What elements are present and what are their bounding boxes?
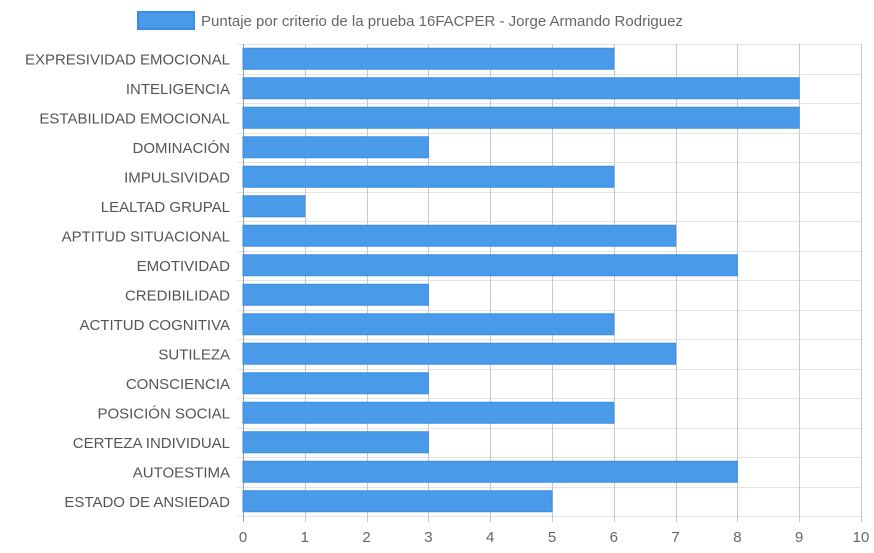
bar[interactable] (242, 490, 553, 513)
bar[interactable] (242, 460, 738, 483)
bar[interactable] (242, 254, 738, 277)
x-tick-label: 5 (548, 529, 556, 546)
category-label: INTELIGENCIA (126, 81, 230, 98)
legend[interactable]: Puntaje por criterio de la prueba 16FACP… (137, 11, 683, 30)
category-label: ESTABILIDAD EMOCIONAL (39, 110, 230, 127)
bar[interactable] (242, 165, 615, 188)
bar[interactable] (242, 372, 429, 395)
x-tick-label: 3 (424, 529, 432, 546)
bar[interactable] (242, 401, 615, 424)
x-tick-label: 8 (733, 529, 741, 546)
x-tick-label: 9 (795, 529, 803, 546)
category-label: EMOTIVIDAD (137, 258, 231, 275)
bar[interactable] (242, 77, 800, 100)
category-label: CERTEZA INDIVIDUAL (73, 435, 230, 452)
category-label: ACTITUD COGNITIVA (79, 317, 230, 334)
x-tick-label: 10 (853, 529, 870, 546)
bar[interactable] (242, 195, 306, 218)
category-label: POSICIÓN SOCIAL (97, 405, 230, 422)
x-tick-label: 2 (362, 529, 370, 546)
bar[interactable] (242, 431, 429, 454)
category-label: CREDIBILIDAD (125, 287, 230, 304)
x-tick-label: 1 (301, 529, 309, 546)
bar[interactable] (242, 224, 677, 247)
x-tick-label: 0 (239, 529, 247, 546)
bars (242, 47, 800, 513)
category-label: ESTADO DE ANSIEDAD (64, 494, 230, 511)
bar[interactable] (242, 47, 615, 70)
category-labels: EXPRESIVIDAD EMOCIONAL INTELIGENCIA ESTABI… (25, 51, 230, 511)
category-label: CONSCIENCIA (126, 376, 230, 393)
category-label: LEALTAD GRUPAL (101, 199, 230, 216)
bar[interactable] (242, 136, 429, 159)
grid-lines (237, 44, 862, 522)
bar[interactable] (242, 283, 429, 306)
bar[interactable] (242, 342, 677, 365)
x-tick-label: 4 (486, 529, 494, 546)
legend-label[interactable]: Puntaje por criterio de la prueba 16FACP… (201, 13, 683, 30)
category-label: APTITUD SITUACIONAL (62, 228, 230, 245)
x-tick-label: 7 (671, 529, 679, 546)
category-label: IMPULSIVIDAD (124, 169, 230, 186)
category-label: DOMINACIÓN (133, 140, 231, 157)
x-axis-ticks: 0 1 2 3 4 5 6 7 8 9 10 (239, 529, 870, 546)
x-tick-label: 6 (610, 529, 618, 546)
legend-swatch[interactable] (137, 11, 195, 30)
category-label: SUTILEZA (158, 346, 230, 363)
bar[interactable] (242, 313, 615, 336)
category-label: EXPRESIVIDAD EMOCIONAL (25, 51, 230, 68)
bar[interactable] (242, 106, 800, 129)
category-label: AUTOESTIMA (133, 464, 230, 481)
